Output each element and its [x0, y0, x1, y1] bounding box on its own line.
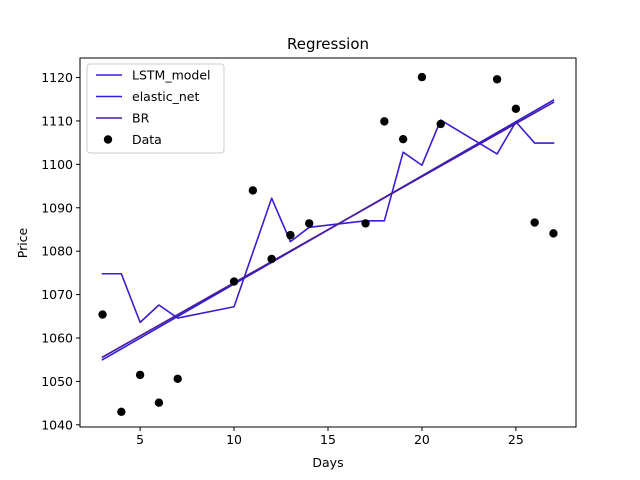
x-axis-label: Days — [312, 455, 343, 470]
data-point — [530, 218, 539, 227]
data-point — [286, 230, 295, 240]
data-point — [549, 229, 558, 238]
x-tick-label: 5 — [136, 432, 144, 447]
legend-box — [86, 63, 225, 154]
data-point — [248, 186, 258, 195]
data-point — [436, 119, 445, 129]
data-point — [229, 277, 239, 286]
legend-label-br: BR — [132, 111, 150, 126]
x-tick-label: 20 — [414, 432, 430, 447]
data-point — [398, 134, 408, 144]
data-point — [305, 219, 314, 228]
data-point — [417, 72, 427, 82]
x-tick-label: 25 — [508, 432, 524, 447]
data-point — [380, 117, 389, 126]
x-tick-label: 10 — [226, 432, 242, 447]
legend-swatch-data — [103, 135, 113, 144]
x-tick-label: 15 — [320, 432, 336, 447]
y-tick-label: 1100 — [41, 157, 73, 172]
data-point — [361, 219, 370, 228]
plot-area — [98, 72, 558, 417]
data-point — [511, 104, 521, 113]
data-point — [154, 398, 164, 407]
y-tick-label: 1080 — [41, 244, 73, 259]
data-point — [173, 374, 182, 384]
chart-title: Regression — [287, 35, 369, 53]
data-point — [492, 75, 502, 84]
y-tick-label: 1040 — [41, 417, 73, 432]
legend: LSTM_model elastic_net BR Data — [86, 63, 225, 154]
data-point — [117, 407, 126, 417]
legend-label-elastic-net: elastic_net — [132, 89, 199, 104]
legend-label-lstm-model: LSTM_model — [132, 68, 211, 83]
data-point — [267, 254, 276, 264]
y-tick-label: 1060 — [41, 331, 73, 346]
y-tick-label: 1070 — [41, 287, 73, 302]
y-tick-label: 1110 — [41, 113, 73, 128]
y-tick-label: 1120 — [41, 70, 73, 85]
legend-label-data: Data — [132, 132, 162, 147]
series-line-br — [101, 101, 555, 359]
y-tick-label: 1050 — [41, 374, 73, 389]
y-tick-label: 1090 — [41, 200, 73, 215]
y-axis-label: Price — [15, 227, 30, 258]
data-point — [98, 310, 107, 319]
data-point — [135, 370, 145, 380]
